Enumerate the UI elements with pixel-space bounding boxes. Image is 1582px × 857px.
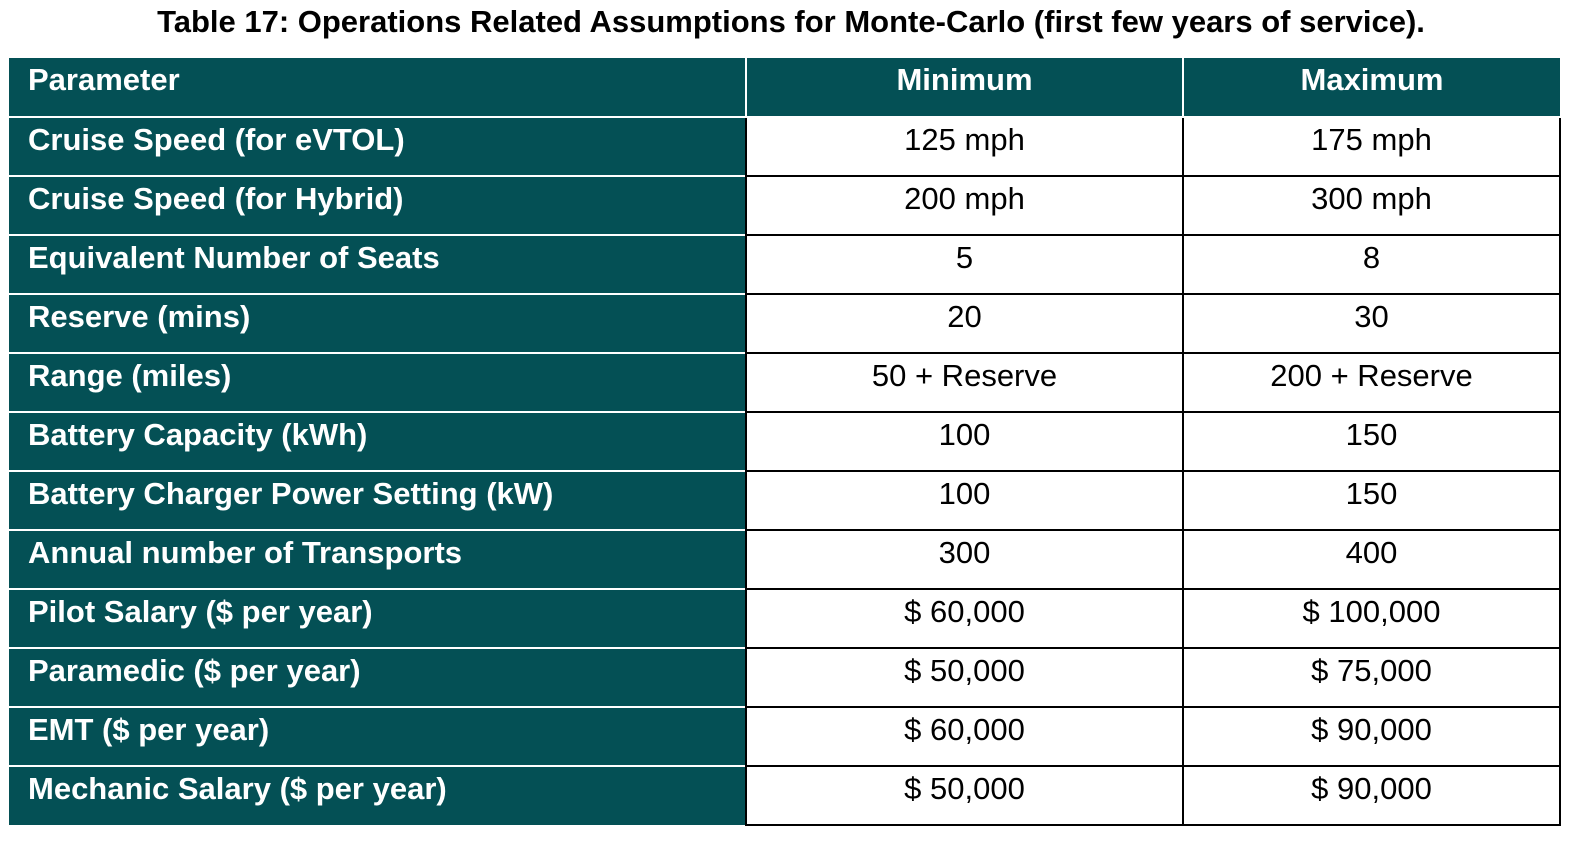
operations-assumptions-table: Parameter Minimum Maximum Cruise Speed (… xyxy=(9,58,1561,826)
row-parameter: Paramedic ($ per year) xyxy=(9,647,746,707)
row-maximum: 200 + Reserve xyxy=(1182,352,1561,413)
row-maximum: 30 xyxy=(1182,293,1561,354)
table-row: Cruise Speed (for eVTOL) 125 mph 175 mph xyxy=(9,116,1561,177)
row-maximum: 300 mph xyxy=(1182,175,1561,236)
table-row: Mechanic Salary ($ per year) $ 50,000 $ … xyxy=(9,765,1561,826)
column-header-parameter: Parameter xyxy=(9,58,747,118)
row-minimum: 300 xyxy=(745,529,1184,590)
row-maximum: $ 75,000 xyxy=(1182,647,1561,708)
table-row: Pilot Salary ($ per year) $ 60,000 $ 100… xyxy=(9,588,1561,649)
table-row: Annual number of Transports 300 400 xyxy=(9,529,1561,590)
row-parameter: Pilot Salary ($ per year) xyxy=(9,588,746,648)
row-parameter: Cruise Speed (for eVTOL) xyxy=(9,116,746,176)
row-minimum: 200 mph xyxy=(745,175,1184,236)
row-parameter: Equivalent Number of Seats xyxy=(9,234,746,294)
row-minimum: 125 mph xyxy=(745,116,1184,177)
table-row: Battery Capacity (kWh) 100 150 xyxy=(9,411,1561,472)
row-maximum: 400 xyxy=(1182,529,1561,590)
table-caption: Table 17: Operations Related Assumptions… xyxy=(157,4,1425,39)
row-minimum: 100 xyxy=(745,411,1184,472)
table-header: Parameter Minimum Maximum xyxy=(9,58,1560,118)
row-minimum: 50 + Reserve xyxy=(745,352,1184,413)
row-minimum: $ 50,000 xyxy=(745,765,1184,826)
row-minimum: 20 xyxy=(745,293,1184,354)
row-maximum: 150 xyxy=(1182,411,1561,472)
header-row: Parameter Minimum Maximum xyxy=(9,58,1560,118)
row-minimum: $ 50,000 xyxy=(745,647,1184,708)
row-maximum: 175 mph xyxy=(1182,116,1561,177)
column-header-maximum: Maximum xyxy=(1183,58,1560,118)
table-row: Equivalent Number of Seats 5 8 xyxy=(9,234,1561,295)
row-maximum: $ 90,000 xyxy=(1182,706,1561,767)
row-parameter: Mechanic Salary ($ per year) xyxy=(9,765,746,825)
column-header-minimum: Minimum xyxy=(746,58,1184,118)
row-minimum: $ 60,000 xyxy=(745,706,1184,767)
table-row: Paramedic ($ per year) $ 50,000 $ 75,000 xyxy=(9,647,1561,708)
row-parameter: Reserve (mins) xyxy=(9,293,746,353)
row-maximum: $ 90,000 xyxy=(1182,765,1561,826)
row-parameter: Battery Charger Power Setting (kW) xyxy=(9,470,746,530)
table-row: Cruise Speed (for Hybrid) 200 mph 300 mp… xyxy=(9,175,1561,236)
row-minimum: 100 xyxy=(745,470,1184,531)
table-body: Cruise Speed (for eVTOL) 125 mph 175 mph… xyxy=(9,116,1561,826)
row-parameter: Cruise Speed (for Hybrid) xyxy=(9,175,746,235)
row-minimum: 5 xyxy=(745,234,1184,295)
table-row: Battery Charger Power Setting (kW) 100 1… xyxy=(9,470,1561,531)
row-parameter: Battery Capacity (kWh) xyxy=(9,411,746,471)
table-row: Range (miles) 50 + Reserve 200 + Reserve xyxy=(9,352,1561,413)
row-maximum: $ 100,000 xyxy=(1182,588,1561,649)
table-row: EMT ($ per year) $ 60,000 $ 90,000 xyxy=(9,706,1561,767)
row-minimum: $ 60,000 xyxy=(745,588,1184,649)
row-maximum: 8 xyxy=(1182,234,1561,295)
row-maximum: 150 xyxy=(1182,470,1561,531)
row-parameter: Range (miles) xyxy=(9,352,746,412)
row-parameter: Annual number of Transports xyxy=(9,529,746,589)
row-parameter: EMT ($ per year) xyxy=(9,706,746,766)
table-row: Reserve (mins) 20 30 xyxy=(9,293,1561,354)
